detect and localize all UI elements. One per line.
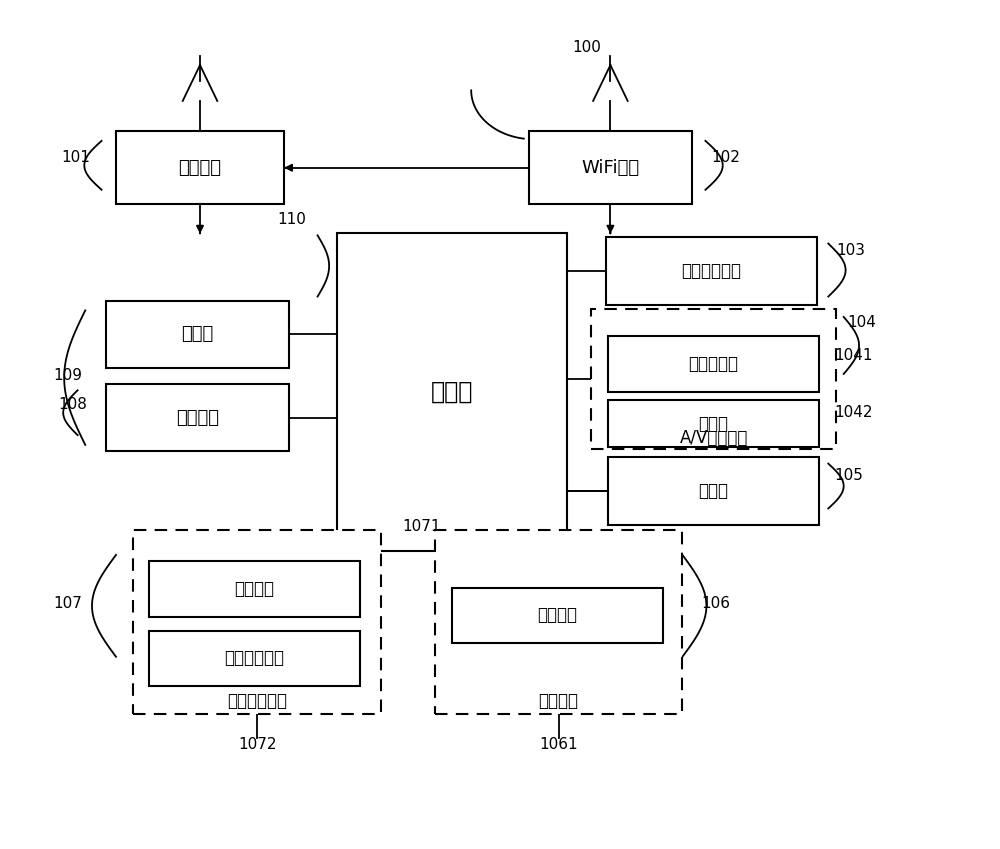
- Text: 1061: 1061: [539, 737, 578, 752]
- Text: 音频输出单元: 音频输出单元: [681, 261, 741, 280]
- Text: 110: 110: [277, 211, 306, 227]
- Text: 105: 105: [834, 469, 863, 483]
- Text: A/V输入单元: A/V输入单元: [679, 429, 748, 447]
- Bar: [106, 301, 289, 368]
- Text: 1042: 1042: [834, 405, 873, 419]
- Bar: [435, 531, 682, 714]
- Text: 传感器: 传感器: [698, 482, 728, 500]
- Text: 显示面板: 显示面板: [538, 606, 578, 624]
- Bar: [337, 233, 567, 551]
- Text: 1041: 1041: [834, 348, 873, 363]
- Bar: [606, 237, 817, 305]
- Text: 图形处理器: 图形处理器: [688, 355, 738, 374]
- Text: 处理器: 处理器: [431, 380, 473, 404]
- Bar: [452, 588, 663, 643]
- Bar: [591, 309, 836, 449]
- Text: 存储器: 存储器: [181, 325, 214, 344]
- Text: 102: 102: [711, 150, 740, 166]
- Text: 100: 100: [572, 41, 601, 55]
- Bar: [149, 561, 360, 617]
- Text: WiFi模块: WiFi模块: [581, 159, 639, 177]
- Text: 用户输入单元: 用户输入单元: [227, 692, 287, 710]
- Bar: [608, 400, 819, 447]
- Text: 101: 101: [61, 150, 90, 166]
- Text: 108: 108: [58, 396, 87, 412]
- Bar: [133, 531, 381, 714]
- Text: 109: 109: [54, 368, 83, 383]
- Bar: [149, 631, 360, 686]
- Text: 麦克风: 麦克风: [698, 414, 728, 433]
- Bar: [116, 131, 284, 205]
- Text: 1072: 1072: [238, 737, 276, 752]
- Text: 其他输入设备: 其他输入设备: [224, 649, 284, 667]
- Bar: [106, 384, 289, 452]
- Bar: [608, 336, 819, 392]
- Text: 1071: 1071: [402, 519, 441, 534]
- Text: 106: 106: [702, 596, 731, 611]
- Text: 103: 103: [836, 244, 865, 258]
- Text: 显示单元: 显示单元: [539, 692, 579, 710]
- Bar: [529, 131, 692, 205]
- Text: 接口单元: 接口单元: [176, 408, 219, 426]
- Bar: [608, 457, 819, 525]
- Text: 射频单元: 射频单元: [178, 159, 222, 177]
- Text: 触控面板: 触控面板: [234, 580, 274, 599]
- Text: 104: 104: [848, 315, 876, 330]
- Text: 107: 107: [54, 596, 82, 611]
